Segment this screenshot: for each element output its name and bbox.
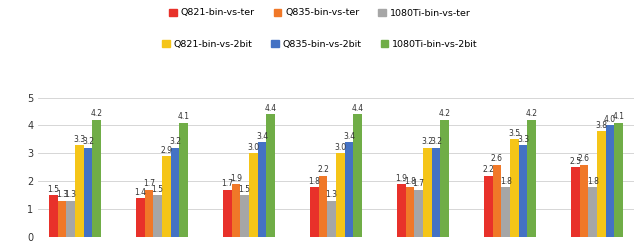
Bar <box>179 123 188 237</box>
Text: 1.5: 1.5 <box>47 185 59 194</box>
Text: 1.9: 1.9 <box>230 174 242 183</box>
Bar <box>580 165 588 237</box>
Bar <box>171 148 179 237</box>
Bar <box>406 187 414 237</box>
Text: 3.3: 3.3 <box>73 135 85 144</box>
Text: 1.7: 1.7 <box>143 179 155 188</box>
Bar <box>75 145 84 237</box>
Bar <box>336 153 345 237</box>
Bar <box>327 201 336 237</box>
Text: 1.7: 1.7 <box>221 179 233 188</box>
Text: 4.2: 4.2 <box>526 109 538 119</box>
Text: 1.8: 1.8 <box>587 176 598 186</box>
Text: 1.5: 1.5 <box>152 185 164 194</box>
Bar <box>440 120 449 237</box>
Text: 3.2: 3.2 <box>430 137 442 146</box>
Text: 1.3: 1.3 <box>56 190 68 199</box>
Text: 2.6: 2.6 <box>491 154 503 163</box>
Text: 4.4: 4.4 <box>265 104 276 113</box>
Bar <box>484 176 493 237</box>
Text: 1.5: 1.5 <box>239 185 251 194</box>
Bar <box>232 184 240 237</box>
Bar <box>423 148 432 237</box>
Bar <box>49 195 58 237</box>
Text: 2.9: 2.9 <box>160 146 172 155</box>
Bar <box>345 142 353 237</box>
Text: 4.1: 4.1 <box>178 112 189 121</box>
Text: 1.8: 1.8 <box>500 176 511 186</box>
Bar <box>501 187 510 237</box>
Bar <box>249 153 258 237</box>
Bar <box>510 139 519 237</box>
Text: 3.2: 3.2 <box>169 137 181 146</box>
Bar <box>266 114 275 237</box>
Bar <box>136 198 145 237</box>
Bar <box>432 148 440 237</box>
Bar <box>67 201 75 237</box>
Text: 3.5: 3.5 <box>508 129 520 138</box>
Text: 2.2: 2.2 <box>317 165 329 174</box>
Legend: Q821-bin-vs-2bit, Q835-bin-vs-2bit, 1080Ti-bin-vs-2bit: Q821-bin-vs-2bit, Q835-bin-vs-2bit, 1080… <box>159 36 481 53</box>
Legend: Q821-bin-vs-ter, Q835-bin-vs-ter, 1080Ti-bin-vs-ter: Q821-bin-vs-ter, Q835-bin-vs-ter, 1080Ti… <box>166 5 474 21</box>
Bar <box>92 120 101 237</box>
Text: 4.2: 4.2 <box>91 109 102 119</box>
Text: 3.0: 3.0 <box>247 143 259 152</box>
Bar <box>162 156 171 237</box>
Bar <box>527 120 536 237</box>
Text: 1.8: 1.8 <box>404 176 416 186</box>
Bar <box>588 187 597 237</box>
Text: 2.2: 2.2 <box>483 165 494 174</box>
Bar <box>353 114 362 237</box>
Text: 3.4: 3.4 <box>343 132 355 141</box>
Text: 4.2: 4.2 <box>439 109 451 119</box>
Bar <box>145 190 153 237</box>
Text: 3.8: 3.8 <box>595 121 607 130</box>
Text: 1.4: 1.4 <box>134 188 146 197</box>
Bar <box>597 131 605 237</box>
Bar <box>58 201 67 237</box>
Bar <box>223 190 232 237</box>
Bar <box>605 125 614 237</box>
Text: 1.7: 1.7 <box>413 179 425 188</box>
Text: 1.3: 1.3 <box>326 190 338 199</box>
Text: 3.4: 3.4 <box>256 132 268 141</box>
Text: 2.6: 2.6 <box>578 154 590 163</box>
Text: 3.3: 3.3 <box>517 135 529 144</box>
Bar <box>519 145 527 237</box>
Bar <box>258 142 266 237</box>
Text: 1.3: 1.3 <box>65 190 77 199</box>
Text: 4.0: 4.0 <box>604 115 616 124</box>
Text: 1.9: 1.9 <box>396 174 407 183</box>
Text: 4.4: 4.4 <box>352 104 364 113</box>
Bar <box>240 195 249 237</box>
Bar <box>571 167 580 237</box>
Bar <box>319 176 327 237</box>
Bar <box>310 187 319 237</box>
Bar <box>84 148 92 237</box>
Bar <box>614 123 623 237</box>
Text: 1.8: 1.8 <box>308 176 320 186</box>
Text: 2.5: 2.5 <box>570 157 581 166</box>
Bar <box>397 184 406 237</box>
Text: 3.2: 3.2 <box>82 137 94 146</box>
Text: 3.2: 3.2 <box>421 137 433 146</box>
Bar <box>493 165 501 237</box>
Text: 4.1: 4.1 <box>613 112 625 121</box>
Text: 3.0: 3.0 <box>334 143 346 152</box>
Bar <box>153 195 162 237</box>
Bar <box>414 190 423 237</box>
